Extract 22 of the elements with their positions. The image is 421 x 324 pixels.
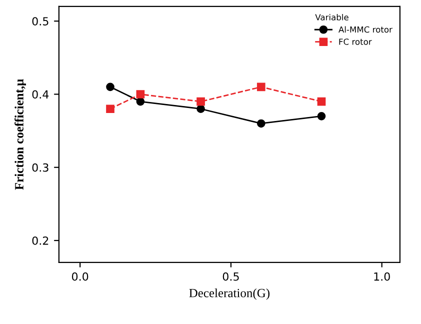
legend-label: Al-MMC rotor [338, 26, 392, 33]
point [106, 104, 114, 114]
legend-title: Variable [315, 14, 348, 20]
point [136, 97, 145, 106]
y-axis-title: Friction coefficient,μ [14, 79, 26, 190]
x-axis-title: Deceleration(G) [189, 288, 270, 300]
point [106, 82, 114, 92]
point [136, 90, 145, 98]
point [256, 119, 266, 128]
point [317, 97, 326, 106]
point [256, 82, 266, 92]
y-tick-label: 0.2 [32, 236, 48, 245]
point [196, 97, 205, 106]
point [196, 104, 205, 114]
legend-label: FC rotor [339, 38, 372, 45]
y-tick-label: 0.3 [32, 163, 48, 172]
x-tick-label: 0.5 [222, 272, 239, 281]
x-tick-label: 1.0 [374, 272, 390, 281]
x-tick-label: 0.0 [72, 272, 88, 281]
point [317, 112, 326, 120]
y-tick-label: 0.4 [32, 90, 49, 99]
y-tick-label: 0.5 [32, 17, 48, 26]
